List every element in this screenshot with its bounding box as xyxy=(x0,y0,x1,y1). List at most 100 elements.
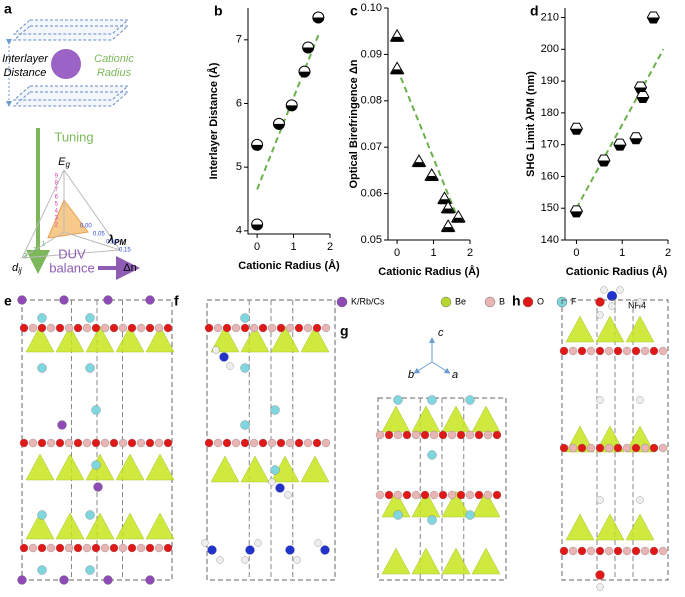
atom xyxy=(649,443,659,453)
marker-fill xyxy=(441,227,455,233)
be-tetrahedron xyxy=(300,455,330,483)
interlayer-label: Distance xyxy=(4,67,47,79)
atom xyxy=(19,323,29,333)
axis-label: b xyxy=(408,369,414,381)
atom xyxy=(568,346,578,356)
atom xyxy=(577,443,587,453)
atom xyxy=(28,323,38,333)
atom xyxy=(118,543,128,553)
atom xyxy=(216,556,224,564)
data-point xyxy=(251,218,264,231)
atom xyxy=(85,565,95,575)
data-point xyxy=(272,117,285,130)
atom xyxy=(640,346,650,356)
marker-fill xyxy=(597,160,610,167)
atom xyxy=(577,546,587,556)
atom xyxy=(284,491,292,499)
eg-scale: 7 xyxy=(55,188,59,194)
atom xyxy=(37,363,47,373)
atom xyxy=(631,346,641,356)
atom xyxy=(64,438,74,448)
atom xyxy=(474,430,484,440)
marker-fill xyxy=(390,36,404,42)
atom xyxy=(321,438,331,448)
be-tetrahedron xyxy=(300,325,330,353)
x-axis-label: Cationic Radius (Å) xyxy=(378,265,480,278)
atom xyxy=(82,323,92,333)
atom xyxy=(586,546,596,556)
atom xyxy=(427,450,437,460)
marker-fill xyxy=(613,144,626,151)
trend-line xyxy=(256,33,320,190)
x-tick-label: 2 xyxy=(467,247,473,259)
data-point xyxy=(302,41,315,54)
atom-legend: O xyxy=(537,296,544,306)
atom xyxy=(93,482,103,492)
be-tetrahedron xyxy=(471,405,501,433)
be-tetrahedron xyxy=(240,325,270,353)
atom-swatch xyxy=(440,296,452,308)
panel-letter: b xyxy=(214,3,223,19)
atom xyxy=(474,490,484,500)
atom xyxy=(91,460,101,470)
atom xyxy=(154,543,164,553)
y-tick-label: 210 xyxy=(541,11,559,23)
atom xyxy=(219,352,229,362)
x-tick-label: 1 xyxy=(430,247,436,259)
atom xyxy=(163,323,173,333)
atom xyxy=(55,543,65,553)
axis-line xyxy=(387,8,470,241)
atom xyxy=(17,295,27,305)
cationic-label: Radius xyxy=(97,67,132,79)
atom xyxy=(595,297,605,307)
x-tick-label: 2 xyxy=(327,241,333,253)
atom xyxy=(465,395,475,405)
x-axis-label: Cationic Radius (Å) xyxy=(238,259,340,272)
atom xyxy=(622,443,632,453)
be-tetrahedron xyxy=(25,512,55,540)
panel-letter: g xyxy=(340,323,349,339)
atom xyxy=(85,510,95,520)
atom xyxy=(91,405,101,415)
atom xyxy=(222,438,232,448)
atom xyxy=(320,545,330,555)
dij-scale: 1 xyxy=(42,242,46,248)
eg-scale: 8 xyxy=(55,181,59,187)
atom xyxy=(19,543,29,553)
atom xyxy=(222,323,232,333)
be-tetrahedron xyxy=(145,453,175,481)
cation-sphere xyxy=(51,49,81,79)
atom xyxy=(270,465,280,475)
axis-label: c xyxy=(438,327,444,339)
layer-plane xyxy=(12,19,130,41)
atom xyxy=(154,323,164,333)
eg-scale: 5 xyxy=(55,202,59,208)
atom xyxy=(375,490,385,500)
atom xyxy=(303,323,313,333)
atom xyxy=(559,443,569,453)
marker-fill xyxy=(312,17,324,24)
atom xyxy=(245,545,255,555)
dij-scale: 3 xyxy=(24,254,28,260)
atom-legend: NH4 xyxy=(628,300,646,310)
be-tetrahedron xyxy=(55,512,85,540)
atom xyxy=(136,438,146,448)
atom xyxy=(429,430,439,440)
atom xyxy=(276,323,286,333)
atom xyxy=(37,313,47,323)
y-tick-label: 0.07 xyxy=(361,141,382,153)
atom xyxy=(109,323,119,333)
be-tetrahedron xyxy=(441,547,471,575)
atom xyxy=(456,430,466,440)
atom xyxy=(658,546,668,556)
trend-line xyxy=(396,67,460,222)
atom-swatch xyxy=(484,296,496,308)
y-axis-label: Optical Birefringence Δn xyxy=(348,59,360,188)
atom xyxy=(145,295,155,305)
atom xyxy=(375,430,385,440)
atom xyxy=(649,546,659,556)
trend-line xyxy=(575,48,665,209)
atom xyxy=(312,323,322,333)
data-point xyxy=(450,209,466,223)
atom xyxy=(46,323,56,333)
